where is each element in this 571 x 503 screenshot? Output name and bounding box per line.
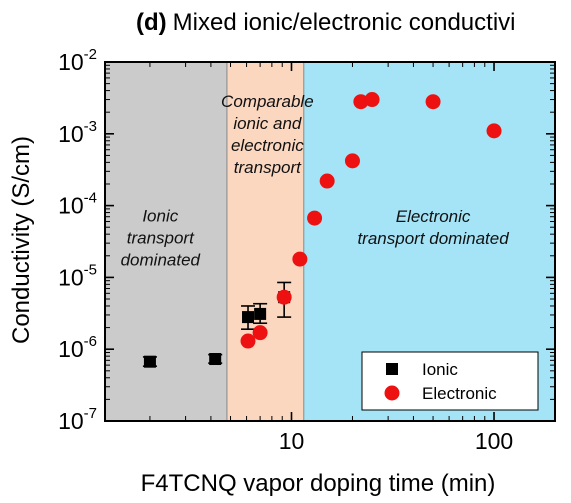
x-tick-label: 100	[475, 428, 513, 454]
region-band-2	[226, 62, 304, 421]
electronic-point	[353, 94, 369, 110]
region-label-line: Ionic	[142, 206, 178, 225]
y-tick-exponent: -3	[84, 118, 97, 135]
electronic-point	[307, 210, 323, 226]
region-label-3: Electronic transport dominated	[357, 207, 509, 248]
legend-label: Electronic	[422, 384, 497, 403]
electronic-point	[364, 92, 380, 108]
region-label-line: ionic and	[233, 114, 302, 133]
y-tick-base: 10	[58, 121, 84, 147]
y-tick-base: 10	[58, 408, 84, 434]
plot-frame	[104, 61, 556, 422]
y-axis-label: Conductivity (S/cm)	[8, 136, 35, 344]
y-tick-label: 10-4	[58, 190, 97, 219]
ionic-point	[209, 353, 222, 366]
region-label-line: electronic	[231, 136, 304, 155]
region-label-line: transport dominated	[357, 229, 509, 248]
panel-title-text: Mixed ionic/electronic conductivi	[173, 9, 516, 36]
y-tick-label: 10-2	[58, 46, 97, 75]
region-label-1: Ionic transport dominated	[121, 206, 201, 269]
electronic-point	[276, 289, 292, 305]
electronic-point	[486, 123, 502, 139]
y-tick-exponent: -5	[84, 261, 97, 278]
region-label-line: Comparable	[221, 92, 314, 111]
y-tick-exponent: -4	[84, 190, 97, 207]
x-tick-label: 10	[279, 428, 305, 454]
y-tick-label: 10-3	[58, 118, 97, 147]
ionic-point	[242, 311, 255, 324]
y-tick-label: 10-5	[58, 261, 97, 290]
legend: Ionic Electronic	[361, 351, 539, 411]
region-label-line: transport	[127, 228, 195, 247]
electronic-point	[240, 333, 256, 349]
region-band-1	[105, 62, 227, 421]
panel-title: (d) Mixed ionic/electronic conductivi	[136, 9, 515, 36]
y-tick-base: 10	[58, 193, 84, 219]
y-tick-base: 10	[58, 264, 84, 290]
electronic-point	[252, 325, 268, 341]
y-tick-base: 10	[58, 49, 84, 75]
y-tick-exponent: -2	[84, 46, 97, 63]
ionic-point	[254, 307, 267, 320]
region-label-line: dominated	[121, 250, 201, 269]
y-tick-label: 10-7	[58, 405, 97, 434]
region-label-line: transport	[234, 158, 302, 177]
legend-label: Ionic	[422, 360, 458, 379]
panel-label: (d)	[136, 9, 167, 36]
y-tick-exponent: -7	[84, 405, 97, 422]
y-tick-label: 10-6	[58, 333, 97, 362]
electronic-point	[292, 251, 308, 267]
y-tick-base: 10	[58, 336, 84, 362]
x-axis-label: F4TCNQ vapor doping time (min)	[141, 470, 496, 497]
ionic-point	[143, 355, 156, 368]
electronic-point	[344, 153, 360, 169]
data-points	[143, 92, 502, 368]
legend-square-icon	[386, 363, 398, 375]
axis-ticks: 10-710-610-510-410-310-210 100	[58, 46, 556, 454]
legend-circle-icon	[384, 385, 400, 401]
region-labels: Ionic transport dominated Comparable ionic a…	[121, 92, 510, 270]
electronic-point	[425, 94, 441, 110]
region-label-2: Comparable ionic and electronic transport	[221, 92, 314, 177]
electronic-point	[319, 173, 335, 189]
region-label-line: Electronic	[396, 207, 471, 226]
y-tick-exponent: -6	[84, 333, 97, 350]
